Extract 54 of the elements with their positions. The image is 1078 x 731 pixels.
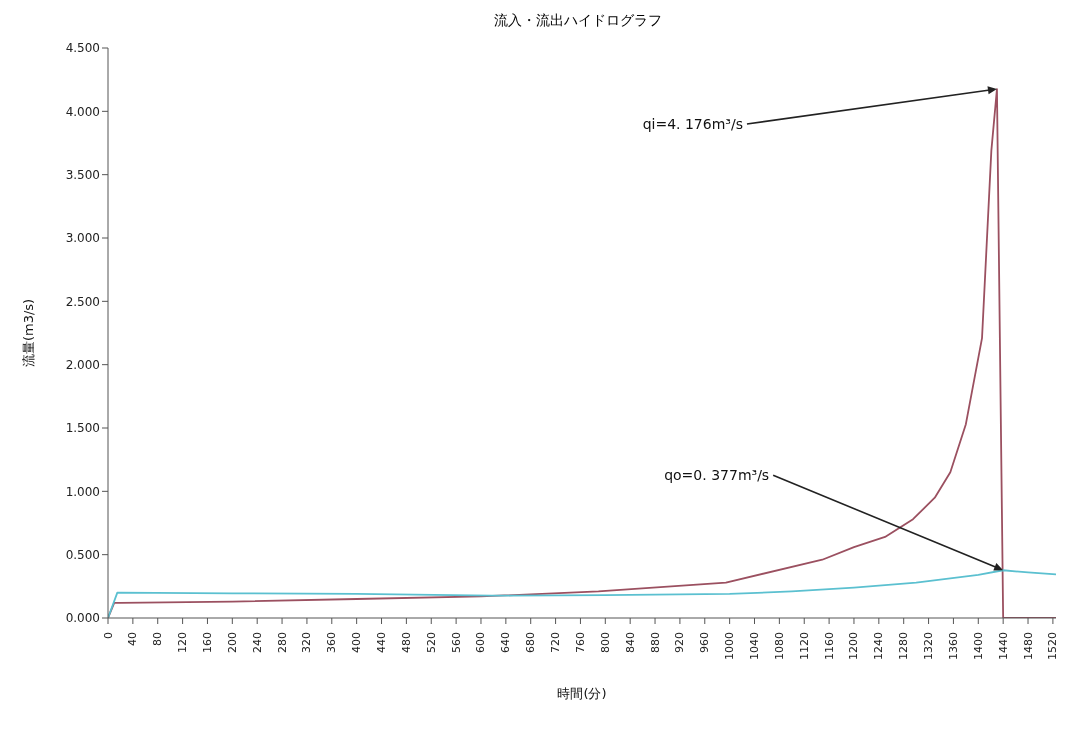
x-tick-label: 600 [474,632,488,653]
annotation: qi=4. 176m³/s [642,116,743,133]
x-tick-label: 120 [176,632,190,653]
x-tick-label: 1000 [723,632,737,660]
x-tick-label: 160 [200,632,214,653]
x-tick-label: 200 [225,632,239,653]
y-tick-label: 3.500 [65,167,100,182]
x-tick-label: 680 [524,632,538,653]
x-tick-label: 920 [673,632,687,653]
y-tick-label: 2.000 [65,357,100,372]
x-tick-label: 1280 [897,632,911,660]
x-tick-label: 360 [325,632,339,653]
y-tick-label: 1.500 [65,421,100,436]
x-tick-label: 1440 [996,632,1010,660]
x-tick-label: 760 [573,632,587,653]
x-tick-label: 1520 [1046,632,1060,660]
x-tick-label: 1360 [946,632,960,660]
x-tick-label: 1080 [772,632,786,660]
y-tick-label: 1.000 [65,484,100,499]
x-tick-label: 640 [499,632,513,653]
x-tick-label: 1240 [872,632,886,660]
x-tick-label: 400 [350,632,364,653]
x-tick-label: 880 [648,632,662,653]
y-tick-label: 4.000 [65,104,100,119]
x-tick-label: 320 [300,632,314,653]
x-axis-title: 時間(分) [557,686,607,701]
x-tick-label: 480 [399,632,413,653]
x-tick-label: 840 [623,632,637,653]
x-tick-label: 1200 [847,632,861,660]
x-tick-label: 1400 [971,632,985,660]
y-tick-label: 0.500 [65,547,100,562]
x-tick-label: 1480 [1021,632,1035,660]
x-tick-label: 1320 [922,632,936,660]
x-tick-label: 40 [126,632,140,646]
x-tick-label: 520 [424,632,438,653]
x-tick-label: 240 [250,632,264,653]
x-tick-label: 0 [101,632,115,639]
x-tick-label: 440 [375,632,389,653]
x-tick-label: 80 [151,632,165,646]
y-tick-label: 2.500 [65,294,100,309]
x-tick-label: 960 [698,632,712,653]
annotation: qo=0. 377m³/s [664,467,770,484]
x-tick-label: 800 [598,632,612,653]
chart-title: 流入・流出ハイドログラフ [493,12,663,30]
y-tick-label: 4.500 [65,41,100,56]
x-tick-label: 280 [275,632,289,653]
x-tick-label: 560 [449,632,463,653]
x-tick-label: 1160 [822,632,836,660]
y-tick-label: 3.000 [65,231,100,246]
x-tick-label: 720 [549,632,563,653]
x-tick-label: 1040 [748,632,761,660]
y-tick-label: 0.000 [65,611,100,626]
x-tick-label: 1120 [797,632,811,660]
y-axis-title: 流量(m3/s) [20,298,36,368]
